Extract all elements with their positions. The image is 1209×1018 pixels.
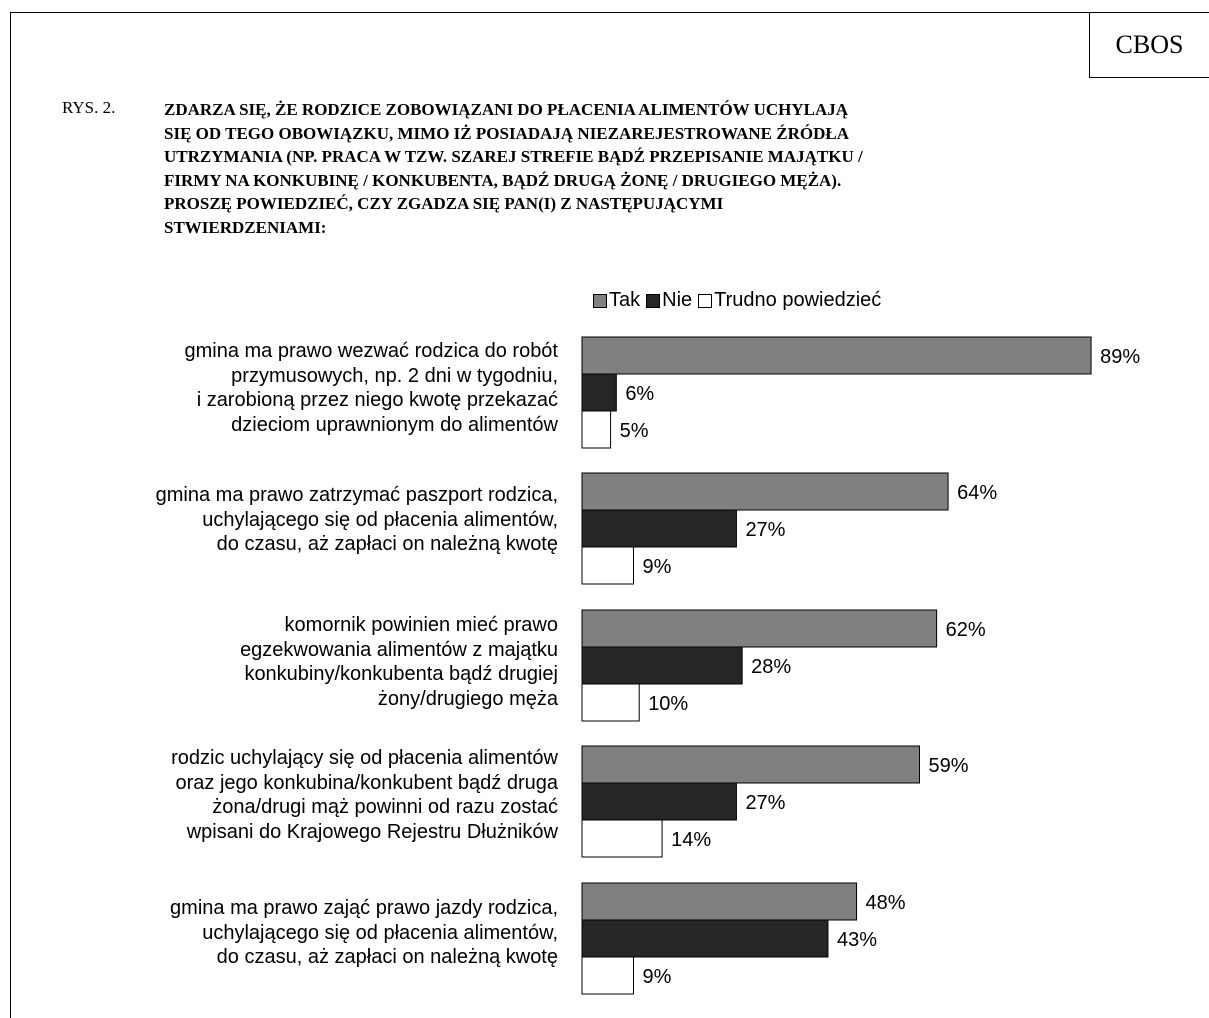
legend-item-nie: Nie xyxy=(646,289,692,312)
category-label-line: uchylającego się od płacenia alimentów, xyxy=(202,921,558,944)
category-label-line: gmina ma prawo zająć prawo jazdy rodzica… xyxy=(170,897,558,919)
bar-tak xyxy=(581,745,920,784)
title-line: UTRZYMANIA (NP. PRACA W TZW. SZAREJ STRE… xyxy=(164,147,863,166)
category-label-line: gmina ma prawo wezwać rodzica do robót xyxy=(184,340,558,362)
figure-title: ZDARZA SIĘ, ŻE RODZICE ZOBOWIĄZANI DO PŁ… xyxy=(164,98,1194,239)
category-label-line: do czasu, aż zapłaci on należną kwotę xyxy=(216,533,558,555)
title-line: ZDARZA SIĘ, ŻE RODZICE ZOBOWIĄZANI DO PŁ… xyxy=(164,100,849,119)
legend-label-trudno: Trudno powiedzieć xyxy=(714,289,882,311)
category-label-line: żony/drugiego męża xyxy=(377,687,558,710)
category-label-line: dzieciom uprawnionym do alimentów xyxy=(231,413,558,436)
source-badge: CBOS xyxy=(1089,12,1209,78)
category-label-line: do czasu, aż zapłaci on należną kwotę xyxy=(216,946,558,968)
legend-label-tak: Tak xyxy=(609,289,641,311)
category-label-line: uchylającego się od płacenia alimentów, xyxy=(202,508,558,531)
bar-tak xyxy=(581,609,938,648)
bar-tak xyxy=(581,336,1092,375)
data-label: 89% xyxy=(1100,346,1140,368)
category-label-line: żona/drugi mąż powinni od razu zostać xyxy=(212,796,558,818)
figure-label: RYS. 2. xyxy=(62,98,116,117)
data-label: 10% xyxy=(648,693,688,715)
title-line: STWIERDZENIAMI: xyxy=(164,217,327,237)
category-label-line: i zarobioną przez niego kwotę przekazać xyxy=(196,389,558,411)
legend-item-trudno: Trudno powiedzieć xyxy=(698,289,881,312)
category-label-line: przymusowych, np. 2 dni w tygodniu, xyxy=(231,364,558,387)
data-label: 9% xyxy=(642,556,671,578)
data-label: 28% xyxy=(751,656,791,678)
figure-frame xyxy=(10,12,1209,1018)
data-label: 27% xyxy=(745,519,785,541)
bar-trudno-powiedzieć xyxy=(581,819,663,858)
bar-nie xyxy=(581,646,743,685)
data-label: 9% xyxy=(642,966,671,988)
category-label: gmina ma prawo zająć prawo jazdy rodzica… xyxy=(170,896,558,970)
legend-swatch-nie xyxy=(646,293,661,308)
category-label: rodzic uchylający się od płacenia alimen… xyxy=(171,746,558,844)
bar-trudno-powiedzieć xyxy=(581,683,640,722)
legend-swatch-trudno xyxy=(698,293,713,308)
data-label: 5% xyxy=(620,420,649,442)
legend-swatch-tak xyxy=(593,293,607,308)
category-label-line: komornik powinien mieć prawo xyxy=(284,614,558,636)
data-label: 59% xyxy=(928,755,968,777)
category-label-line: gmina ma prawo zatrzymać paszport rodzic… xyxy=(155,484,558,506)
title-line: FIRMY NA KONKUBINĘ / KONKUBENTA, BĄDŹ DR… xyxy=(164,170,842,190)
category-label-line: egzekwowania alimentów z majątku xyxy=(240,638,558,661)
title-line: PROSZĘ POWIEDZIEĆ, CZY ZGADZA SIĘ PAN(I)… xyxy=(164,194,724,213)
legend-item-tak: Tak xyxy=(593,289,640,312)
data-label: 64% xyxy=(957,482,997,504)
bar-nie xyxy=(581,373,617,412)
bar-trudno-powiedzieć xyxy=(581,956,634,995)
category-label-line: oraz jego konkubina/konkubent bądź druga xyxy=(175,771,559,794)
category-label-line: wpisani do Krajowego Rejestru Dłużników xyxy=(186,820,558,843)
data-label: 48% xyxy=(866,892,906,914)
bar-trudno-powiedzieć xyxy=(581,410,612,449)
title-line: SIĘ OD TEGO OBOWIĄZKU, MIMO IŻ POSIADAJĄ… xyxy=(164,123,849,143)
bar-tak xyxy=(581,882,858,921)
chart-legend: Tak Nie Trudno powiedzieć xyxy=(593,289,887,312)
category-label: gmina ma prawo zatrzymać paszport rodzic… xyxy=(156,483,558,557)
data-label: 27% xyxy=(745,792,785,814)
category-label: gmina ma prawo wezwać rodzica do robót pr… xyxy=(184,339,558,437)
bar-tak xyxy=(581,472,949,511)
data-label: 43% xyxy=(837,929,877,951)
category-label-line: rodzic uchylający się od płacenia alimen… xyxy=(171,747,558,769)
category-label-line: konkubiny/konkubenta bądź drugiej xyxy=(244,663,558,685)
data-label: 62% xyxy=(946,619,986,641)
category-label: komornik powinien mieć prawo egzekwowania… xyxy=(240,613,558,711)
data-label: 14% xyxy=(671,829,711,851)
bar-trudno-powiedzieć xyxy=(581,546,634,585)
bar-nie xyxy=(581,509,737,548)
bar-nie xyxy=(581,782,737,821)
data-label: 6% xyxy=(625,383,654,405)
bar-nie xyxy=(581,919,829,958)
legend-label-nie: Nie xyxy=(662,289,693,311)
